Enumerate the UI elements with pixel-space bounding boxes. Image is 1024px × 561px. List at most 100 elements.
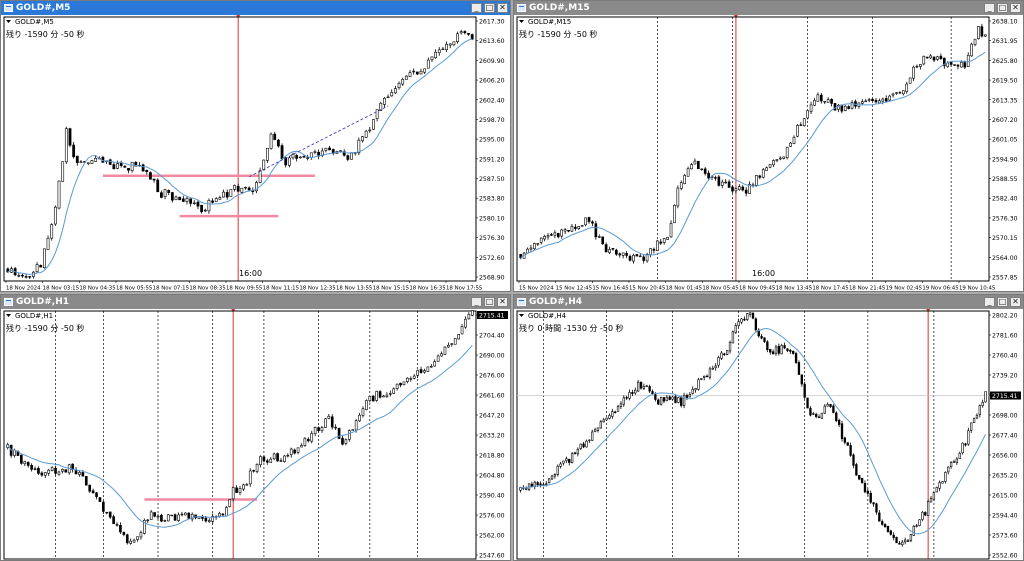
chart-window-h1[interactable]: GOLD#,H1 _ □ ✕ 2715.41 2704.40 2690.00 2676… <box>0 294 511 561</box>
candle-body <box>785 146 789 159</box>
candle <box>539 481 542 488</box>
minimize-button[interactable]: _ <box>984 297 995 307</box>
price-tick-label: 2588.55 <box>992 176 1018 183</box>
candle <box>53 205 57 226</box>
candle-body <box>638 255 642 258</box>
candle <box>591 220 594 227</box>
candle-body <box>187 512 191 519</box>
candle <box>533 242 536 251</box>
chart-area[interactable]: 2802.202781.602760.402739.202718.402698.… <box>514 309 1023 560</box>
candle-body <box>789 142 792 147</box>
maximize-button[interactable]: □ <box>484 3 495 13</box>
candle-body <box>457 334 460 340</box>
candle <box>604 242 608 253</box>
window-titlebar[interactable]: GOLD#,H1 _ □ ✕ <box>1 295 510 309</box>
candle-body <box>105 511 109 514</box>
maximize-button[interactable]: □ <box>997 297 1008 307</box>
candle <box>280 143 284 161</box>
candle-body <box>244 186 247 189</box>
candle <box>141 163 145 172</box>
candle <box>941 481 944 484</box>
window-titlebar[interactable]: GOLD#,H4 _ □ ✕ <box>514 295 1023 309</box>
candle <box>143 518 146 535</box>
candle-body <box>964 443 967 446</box>
price-tick-label: 2739.20 <box>992 373 1018 380</box>
candle <box>881 97 885 105</box>
candle <box>341 435 344 446</box>
candle <box>639 381 643 390</box>
minimize-button[interactable]: _ <box>984 3 995 13</box>
close-button[interactable]: ✕ <box>497 297 508 307</box>
chart-area[interactable]: 2617.30 2613.60 2609.90 2606.20 2602.40 2598.… <box>1 15 510 291</box>
candle <box>331 148 335 156</box>
minimize-button[interactable]: _ <box>471 297 482 307</box>
time-tick-label: 15 Nov 16:45 <box>592 286 628 292</box>
candle <box>37 466 40 475</box>
candle-body <box>588 439 591 442</box>
window-titlebar[interactable]: GOLD#,M5 _ □ ✕ <box>1 1 510 15</box>
candle-body <box>847 106 850 109</box>
candle-body <box>622 397 625 405</box>
chart-window-h4[interactable]: GOLD#,H4 _ □ ✕ 2802.20 2781.60 2760.40 2739… <box>513 294 1024 561</box>
candle-body <box>397 83 401 89</box>
grid-layer <box>3 16 477 282</box>
candle <box>864 99 868 103</box>
maximize-button[interactable]: □ <box>997 3 1008 13</box>
candle-body <box>533 243 536 250</box>
candle-body <box>697 379 700 390</box>
candle <box>901 90 905 96</box>
candle <box>108 511 112 520</box>
candle-body <box>783 345 786 349</box>
candle-body <box>266 460 269 463</box>
candle-body <box>459 31 463 34</box>
candle <box>766 340 769 353</box>
window-titlebar[interactable]: GOLD#,M15 _ □ ✕ <box>514 1 1023 15</box>
candle <box>412 68 416 75</box>
candle <box>399 382 402 388</box>
candle-body <box>775 159 779 161</box>
close-button[interactable]: ✕ <box>1010 3 1021 13</box>
price-tick-label: 2568.90 <box>479 275 505 282</box>
candle <box>559 461 562 469</box>
candle-body <box>211 200 214 203</box>
price-tick-label: 2633.20 <box>479 433 505 440</box>
candle <box>251 187 255 195</box>
candle <box>441 46 445 51</box>
chart-window-m5[interactable]: GOLD#,M5 _ □ ✕ 2617.30 2613.60 2609.90 2606… <box>0 0 511 292</box>
candle-body <box>720 352 723 359</box>
minimize-button[interactable]: _ <box>471 3 482 13</box>
candle <box>789 141 792 147</box>
candle <box>863 480 867 494</box>
candle <box>395 383 399 391</box>
close-button[interactable]: ✕ <box>497 3 508 13</box>
candle <box>768 164 772 169</box>
candle <box>915 523 918 528</box>
chart-area[interactable]: 2715.41 2704.40 2690.00 2676.00 2661.60 2647.… <box>1 309 510 560</box>
price-tick-label: 2677.40 <box>992 433 1018 440</box>
candle-body <box>64 469 68 473</box>
chart-area[interactable]: 2638.10 2631.95 2625.80 2619.50 2613.35 2607.… <box>514 15 1023 291</box>
candle <box>843 436 847 445</box>
candle <box>112 514 115 524</box>
candle <box>803 381 806 399</box>
candle-body <box>553 232 557 236</box>
candle-body <box>823 101 827 103</box>
candle-body <box>866 490 870 494</box>
price-tick-label: 2802.20 <box>992 313 1018 320</box>
zone-layer <box>102 174 315 218</box>
candle <box>317 149 321 160</box>
candle <box>536 243 540 247</box>
candle-body <box>634 389 637 394</box>
close-button[interactable]: ✕ <box>1010 297 1021 307</box>
candle <box>843 104 847 112</box>
candle <box>313 426 317 437</box>
candle <box>434 49 438 59</box>
chart-window-m15[interactable]: GOLD#,M15 _ □ ✕ 2638.10 2631.95 2625.80 261… <box>513 0 1024 292</box>
candle-body <box>200 204 204 213</box>
candle-body <box>139 532 143 538</box>
maximize-button[interactable]: □ <box>484 297 495 307</box>
candle-body <box>683 175 687 184</box>
chart-window-icon <box>517 4 526 12</box>
candle-body <box>878 512 881 522</box>
candle <box>64 469 68 473</box>
